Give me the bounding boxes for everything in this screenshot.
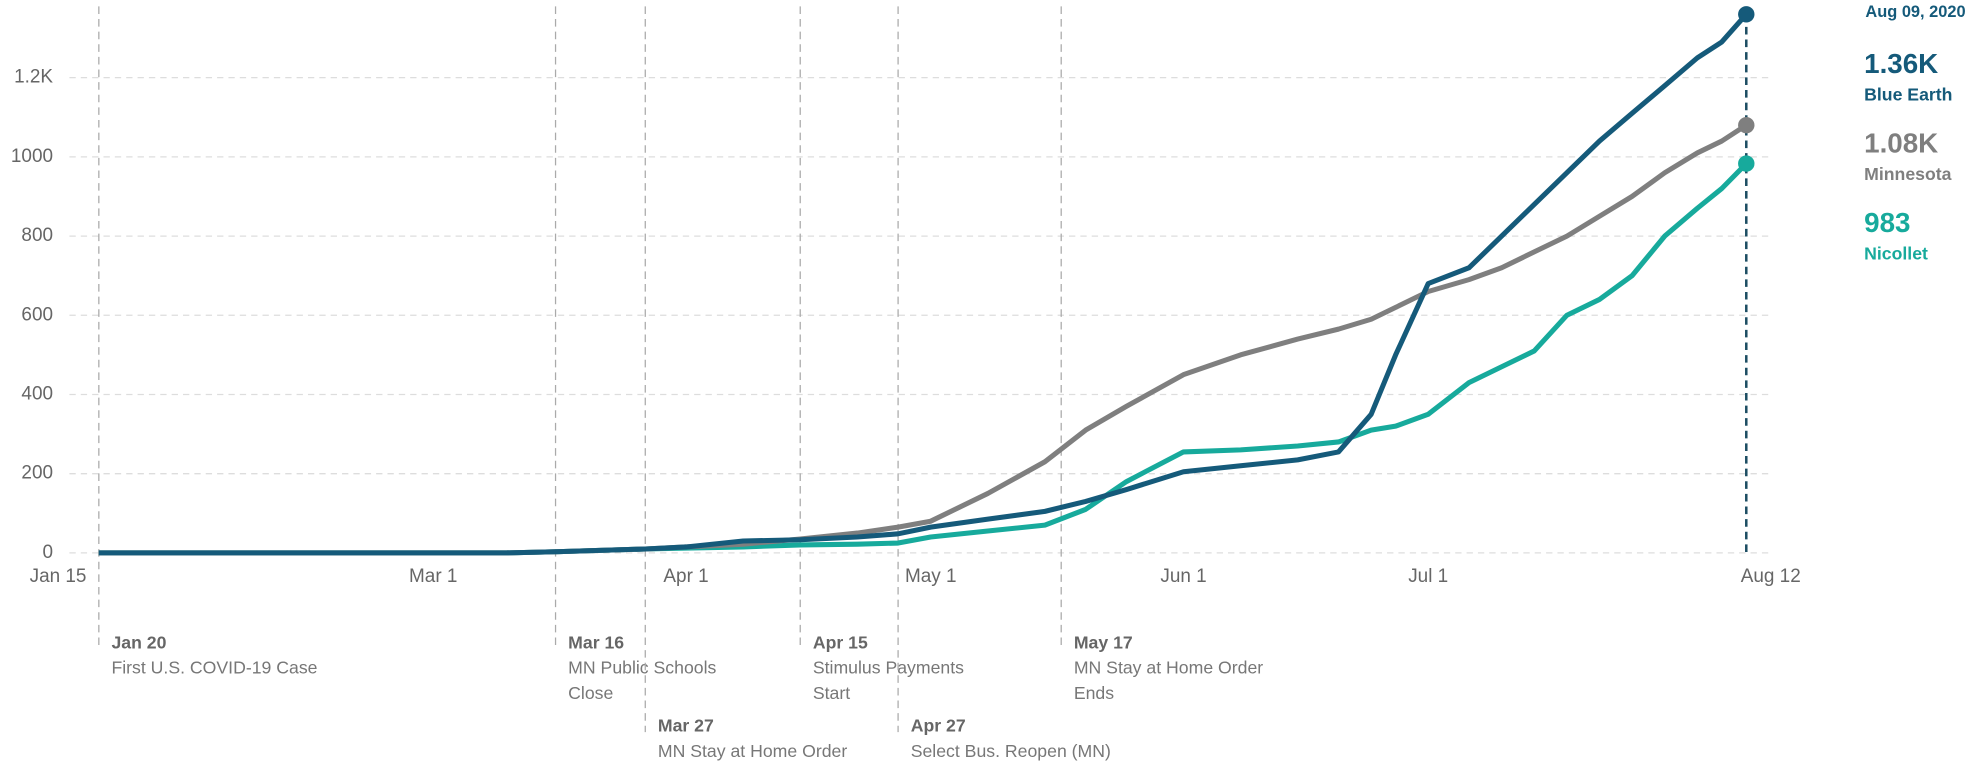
event-text: MN Public Schools [568,658,716,678]
x-tick-label: Jul 1 [1408,566,1448,587]
event-text: Select Bus. Reopen (MN) [911,741,1111,761]
y-tick-label: 0 [42,542,53,563]
event-date: Mar 27 [658,716,714,736]
y-tick-label: 200 [21,463,53,484]
series-line [98,161,1749,556]
x-tick-label: Mar 1 [409,566,457,587]
end-marker [1738,6,1755,23]
series-line [98,123,1748,556]
legend-value: 983 [1864,207,1910,238]
event-date: Apr 15 [813,632,868,652]
x-tick-label: Apr 1 [663,566,708,587]
x-tick-label: May 1 [905,566,957,587]
legend-name: Minnesota [1864,164,1951,184]
end-marker [1738,116,1755,134]
series-line [98,12,1749,556]
y-tick-label: 800 [21,225,53,246]
event-date: Apr 27 [911,716,966,736]
event-text: Ends [1074,683,1114,703]
hover-date: Aug 09, 2020 [1865,3,1965,21]
event-text: Start [813,683,850,703]
event-text: Stimulus Payments [813,658,964,678]
y-tick-label: 1.2K [14,67,53,88]
event-date: Jan 20 [111,632,166,652]
event-text: Close [568,683,613,703]
event-date: May 17 [1074,632,1133,652]
x-tick-label: Aug 12 [1741,566,1801,587]
legend-name: Nicollet [1864,244,1928,264]
event-text: MN Stay at Home Order [658,741,847,761]
legend-name: Blue Earth [1864,85,1952,105]
x-tick-label: Jun 1 [1160,566,1206,587]
end-marker [1738,155,1755,172]
event-date: Mar 16 [568,632,624,652]
event-text: First U.S. COVID-19 Case [111,658,317,678]
x-tick-label: Jan 15 [30,566,87,587]
legend-value: 1.08K [1864,128,1938,159]
event-text: MN Stay at Home Order [1074,658,1263,678]
y-tick-label: 600 [21,304,53,325]
y-tick-label: 400 [21,383,53,404]
y-tick-label: 1000 [11,146,53,167]
legend-value: 1.36K [1864,48,1938,79]
